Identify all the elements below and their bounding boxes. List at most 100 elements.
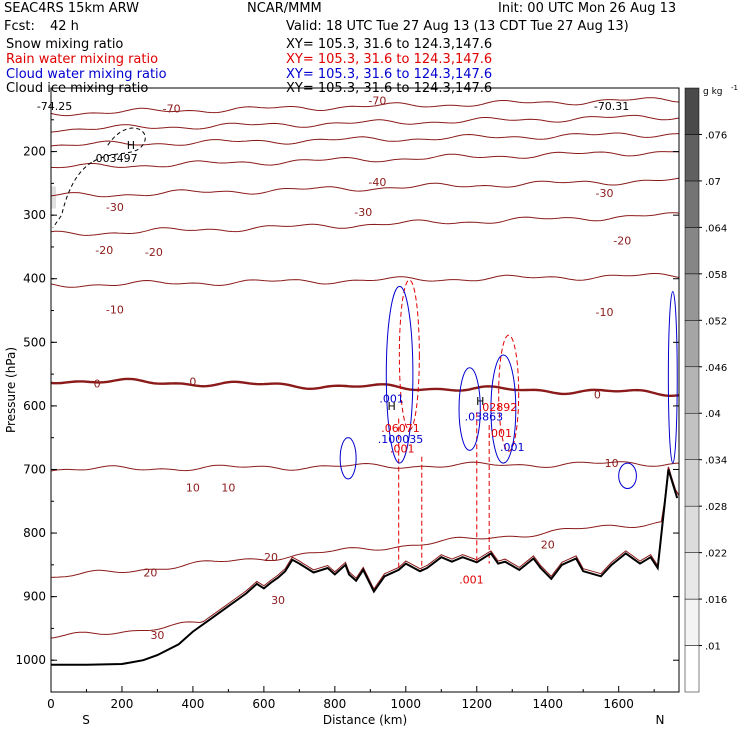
colorbar-shade [684, 459, 700, 507]
colorbar-tick-label: .052 [705, 316, 727, 327]
x-tick-label: 1600 [603, 697, 634, 711]
cloud-water-contour-0 [339, 437, 357, 480]
x-tick-label: 1400 [532, 697, 563, 711]
colorbar-shade [684, 180, 700, 228]
cloud-water-label: .100035 [378, 433, 424, 446]
x-tick-label: 0 [47, 697, 55, 711]
x-tick-label: 800 [323, 697, 346, 711]
colorbar-shade [684, 505, 700, 553]
colorbar-tick-label: .058 [705, 270, 727, 281]
y-tick-label: 900 [23, 590, 46, 604]
rain-water-contours [398, 279, 520, 570]
colorbar-tick-label: .064 [705, 223, 727, 234]
colorbar-tick-label: .01 [705, 642, 721, 653]
isotherm-label: 20 [264, 551, 278, 564]
colorbar-shade [684, 366, 700, 414]
extremum-label: H [476, 395, 484, 408]
x-tick-label: 1000 [391, 697, 422, 711]
colorbar-tick-label: .07 [705, 177, 721, 188]
isotherm--10 [50, 273, 680, 288]
plot-frame [50, 87, 680, 693]
rain-water-label: .02892 [479, 401, 518, 414]
isotherm-20 [50, 466, 680, 578]
isotherm-label: -70 [163, 102, 181, 115]
isotherm-label: 0 [594, 388, 601, 401]
colorbar-tick-label: .04 [705, 409, 721, 420]
legend-cloud-water-name: Cloud water mixing ratio [6, 67, 167, 82]
snow-contour [52, 127, 146, 229]
y-tick-label: 600 [23, 399, 46, 413]
corner-value-label: -74.25 [37, 100, 72, 113]
isotherm-label: 10 [221, 481, 235, 494]
init-time: Init: 00 UTC Mon 26 Aug 13 [498, 1, 677, 16]
forecast-label: Fcst: [4, 19, 35, 34]
extremum-label: H [127, 139, 135, 152]
colorbar-tick-label: .046 [705, 363, 727, 374]
valid-time: Valid: 18 UTC Tue 27 Aug 13 (13 CDT Tue … [286, 19, 629, 34]
extremum-label: H [387, 400, 395, 413]
isotherm-label: 0 [94, 378, 101, 391]
colorbar-shade [684, 320, 700, 368]
cloud-water-label: .001 [379, 392, 404, 405]
isotherm-label: 10 [186, 481, 200, 494]
y-axis-label: Pressure (hPa) [4, 347, 18, 433]
rain-water-label: .001 [488, 427, 513, 440]
y-tick-label: 200 [23, 145, 46, 159]
colorbar-shade [684, 273, 700, 321]
y-tick-label: 700 [23, 462, 46, 476]
cloud-water-contour-3 [490, 354, 517, 464]
colorbar-tick-label: .034 [705, 456, 727, 467]
cloud-water-contours [339, 285, 678, 490]
isotherm-label: -70 [368, 95, 386, 108]
north-end-label: N [656, 713, 665, 727]
rain-contour-ellipse [498, 334, 520, 452]
snow-shade-patch [51, 186, 56, 209]
snow-label: .003497 [92, 152, 138, 165]
rain-contour-ellipse [398, 279, 420, 431]
isotherm-label: -30 [354, 206, 372, 219]
colorbar-units: g kg [703, 87, 723, 97]
isotherm-30 [50, 466, 680, 639]
colorbar-tick-label: .028 [705, 502, 727, 513]
isotherm-label: 20 [143, 566, 157, 579]
corner-value-label: -70.31 [594, 100, 629, 113]
colorbar-tick-label: .016 [705, 595, 727, 606]
organization-label: NCAR/MMM [247, 1, 322, 16]
y-tick-label: 300 [23, 208, 46, 222]
isotherm-label: 30 [150, 629, 164, 642]
isotherm-label: -40 [368, 176, 386, 189]
isotherm-label: -10 [106, 303, 124, 316]
rain-water-label: .06071 [381, 422, 420, 435]
y-tick-label: 1000 [15, 653, 46, 667]
isotherm-label: -30 [106, 201, 124, 214]
isotherm-10 [50, 461, 680, 472]
isotherm--70 [50, 97, 680, 117]
colorbar-shade [684, 598, 700, 646]
x-tick-label: 200 [111, 697, 134, 711]
colorbar-shade [684, 227, 700, 275]
rain-water-label: .001 [390, 442, 415, 455]
isotherm--50 [50, 132, 680, 147]
isotherm-label: -20 [145, 246, 163, 259]
y-tick-label: 800 [23, 526, 46, 540]
colorbar-tick-label: .022 [705, 549, 727, 560]
colorbar-shade [684, 87, 700, 135]
isotherm-label: 0 [189, 376, 196, 389]
y-tick-label: 400 [23, 272, 46, 286]
legend-snow-xy: XY= 105.3, 31.6 to 124.3,147.6 [286, 37, 493, 52]
x-tick-label: 1200 [461, 697, 492, 711]
colorbar-shade [684, 645, 700, 693]
isotherm--20 [50, 212, 680, 236]
isotherm--60 [50, 114, 680, 133]
cloud-water-label: .03863 [465, 411, 504, 424]
rain-water-label: .001 [459, 573, 484, 586]
legend-cloud-water-xy: XY= 105.3, 31.6 to 124.3,147.6 [286, 67, 493, 82]
isotherm-label: 10 [605, 457, 619, 470]
cloud-water-contour-2 [458, 367, 481, 451]
terrain-surface-line [51, 469, 679, 666]
cloud-water-contour-1 [385, 285, 414, 464]
snow-shading [51, 186, 56, 209]
x-tick-label: 400 [181, 697, 204, 711]
isotherm-label: -10 [596, 306, 614, 319]
